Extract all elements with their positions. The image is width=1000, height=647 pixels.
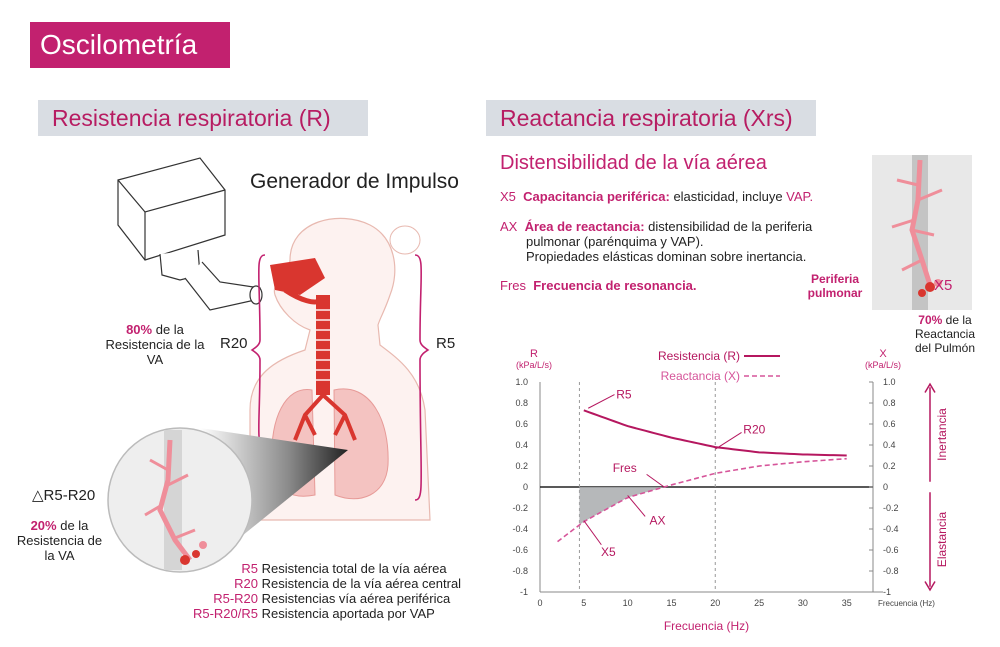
x5-vap: VAP. (786, 189, 814, 204)
x-tick-label: 30 (798, 598, 808, 608)
y-tick-label-left: 0.6 (515, 419, 528, 429)
r20-label: R20 (220, 335, 248, 352)
x-axis-end-label: Frecuencia (Hz) (878, 599, 935, 608)
annotation-x5-pointer (583, 520, 602, 546)
legend-row: R5-R20/R5 Resistencia aportada por VAP (192, 606, 435, 621)
section-title-resistance: Resistencia respiratoria (R) (38, 100, 368, 136)
y-tick-label-left: -0.8 (512, 566, 528, 576)
ax-definition: AX Área de reactancia: distensibilidad d… (500, 219, 860, 264)
y-tick-label-left: 0.8 (515, 398, 528, 408)
legend-row: R5 Resistencia total de la vía aérea (241, 561, 447, 576)
y-tick-label-right: -0.8 (883, 566, 899, 576)
ax-key: AX (500, 219, 518, 234)
annotation-ax-pointer (627, 495, 646, 517)
elastance-label: Elastancia (935, 511, 949, 567)
fres-definition: Fres Frecuencia de resonancia. (500, 278, 860, 293)
inertance-label: Inertancia (935, 408, 949, 461)
peripheral-airway-illustration (872, 155, 972, 310)
y-tick-label-right: 0 (883, 482, 888, 492)
y-tick-label-left: -0.4 (512, 524, 528, 534)
x-tick-label: 20 (710, 598, 720, 608)
pct20-caption: 20% de la Resistencia de la VA (12, 518, 107, 563)
legend-resistance-label: Resistencia (R) (658, 349, 740, 363)
inertance-arrow-head (924, 382, 936, 393)
fres-term: Frecuencia de resonancia. (533, 278, 697, 293)
y-right-unit: (kPa/L/s) (865, 360, 901, 370)
x5-definition: X5 Capacitancia periférica: elasticidad,… (500, 189, 860, 204)
annotation-r20: R20 (743, 422, 765, 436)
reactance-area-ax (579, 487, 665, 525)
elastance-arrow-head (924, 581, 936, 592)
legend-row: R5-R20 Resistencias vía aérea periférica (213, 591, 451, 606)
pct70-caption: 70% de la Reactancia del Pulmón (914, 313, 976, 355)
y-tick-label-left: 0.2 (515, 461, 528, 471)
legend-reactance-label: Reactancia (X) (661, 369, 740, 383)
fres-key: Fres (500, 278, 526, 293)
y-tick-label-right: -1 (883, 587, 891, 597)
y-tick-label-right: 0.4 (883, 440, 896, 450)
y-tick-label-left: 1.0 (515, 377, 528, 387)
y-tick-label-right: 1.0 (883, 377, 896, 387)
legend-row: R20 Resistencia de la vía aérea central (234, 576, 462, 591)
annotation-fres-pointer (646, 473, 665, 488)
x5-term: Capacitancia periférica: (523, 189, 670, 204)
generator-label: Generador de Impulso (250, 170, 459, 193)
x5-key: X5 (500, 189, 516, 204)
x-tick-label: 35 (842, 598, 852, 608)
pct80-text: de la Resistencia de la VA (105, 322, 205, 367)
page-title: Oscilometría (30, 22, 230, 68)
y-tick-label-right: 0.2 (883, 461, 896, 471)
ax-desc-2: pulmonar (parénquima y VAP). (526, 234, 704, 249)
x-axis-title: Frecuencia (Hz) (664, 619, 749, 633)
y-tick-label-right: 0.6 (883, 419, 896, 429)
y-tick-label-left: -1 (520, 587, 528, 597)
y-left-title: R (530, 348, 538, 360)
pct20-value: 20% (30, 518, 57, 533)
y-tick-label-left: -0.2 (512, 503, 528, 513)
y-tick-label-right: -0.6 (883, 545, 899, 555)
resistance-legend: R5 Resistencia total de la vía aérea R20… (180, 561, 480, 621)
y-tick-label-right: -0.2 (883, 503, 899, 513)
x-tick-label: 10 (623, 598, 633, 608)
subtitle-distensibility: Distensibilidad de la vía aérea (500, 152, 767, 174)
y-tick-label-left: -0.6 (512, 545, 528, 555)
x-tick-label: 5 (581, 598, 586, 608)
x-tick-label: 0 (537, 598, 542, 608)
x-tick-label: 15 (666, 598, 676, 608)
x5-desc: elasticidad, incluye (669, 189, 787, 204)
x5-inset-label: X5 (934, 277, 953, 294)
ax-desc-1: distensibilidad de la periferia (644, 219, 813, 234)
pct20-text: de la Resistencia de la VA (16, 518, 103, 563)
annotation-fres: Fres (613, 461, 637, 475)
delta-label: △R5-R20 (32, 487, 96, 504)
ax-desc-3: Propiedades elásticas dominan sobre iner… (526, 249, 807, 264)
y-tick-label-left: 0.4 (515, 440, 528, 450)
annotation-x5: X5 (601, 545, 616, 559)
series-resistance-line (583, 409, 847, 457)
y-left-unit: (kPa/L/s) (516, 360, 552, 370)
y-tick-label-left: 0 (523, 482, 528, 492)
y-tick-label-right: 0.8 (883, 398, 896, 408)
annotation-r5-pointer (587, 394, 615, 409)
airway-magnifier-illustration (107, 427, 348, 573)
ax-term: Área de reactancia: (524, 219, 645, 234)
y-tick-label-right: -0.4 (883, 524, 899, 534)
section-title-reactance: Reactancia respiratoria (Xrs) (486, 100, 816, 136)
r5-label: R5 (436, 335, 456, 352)
annotation-r5: R5 (616, 388, 632, 402)
oscillometry-chart: 1.0 1.0 0.8 0.8 0.6 0.6 0.4 0.4 0.2 0.2 0 0 -0.2 -0.2… (512, 348, 949, 633)
y-right-title: X (879, 348, 887, 360)
series-reactance-line (557, 457, 847, 543)
annotation-r20-pointer (714, 431, 742, 450)
pct80-value: 80% (126, 322, 153, 337)
x-tick-label: 25 (754, 598, 764, 608)
annotation-ax: AX (650, 514, 666, 528)
pct80-caption: 80% de la Resistencia de la VA (100, 322, 210, 367)
periferia-label: Periferia pulmonar (807, 272, 863, 300)
